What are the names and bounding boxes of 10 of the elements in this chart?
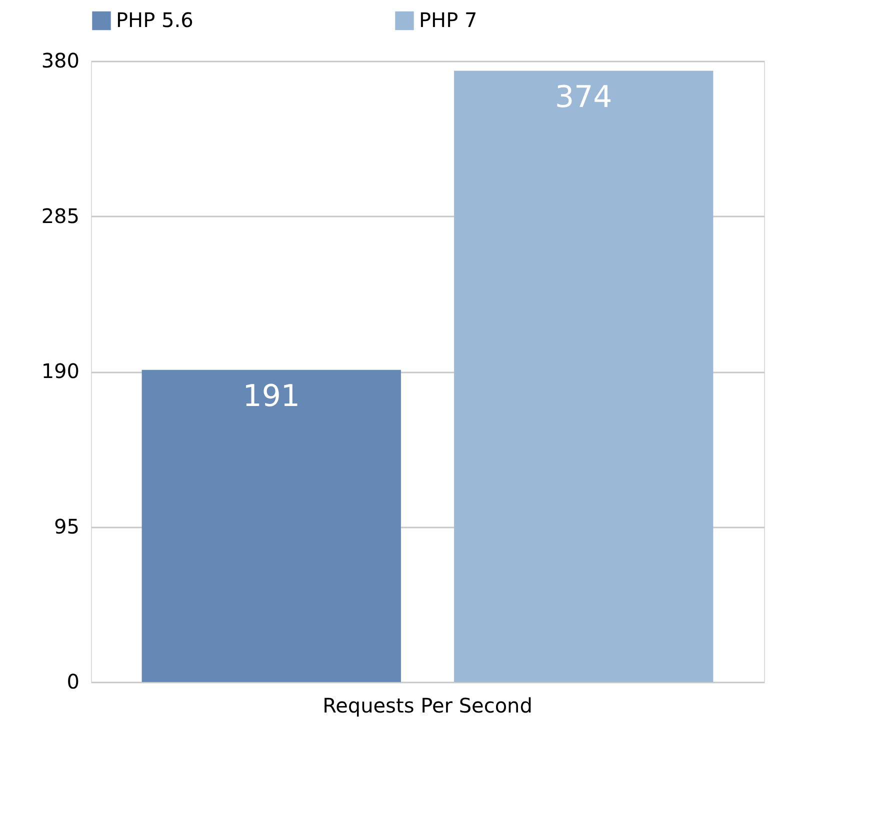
y-tick-label: 0: [66, 670, 80, 694]
y-tick-label: 380: [41, 48, 80, 72]
x-tick-label: Requests Per Second: [322, 694, 532, 718]
data-label: 374: [554, 80, 612, 115]
legend-label: PHP 5.6: [116, 8, 194, 32]
y-tick-label: 190: [41, 359, 80, 383]
y-tick-label: 95: [54, 514, 80, 538]
data-label: 191: [242, 378, 300, 414]
legend-label: PHP 7: [419, 8, 478, 32]
y-tick-label: 285: [41, 204, 80, 228]
